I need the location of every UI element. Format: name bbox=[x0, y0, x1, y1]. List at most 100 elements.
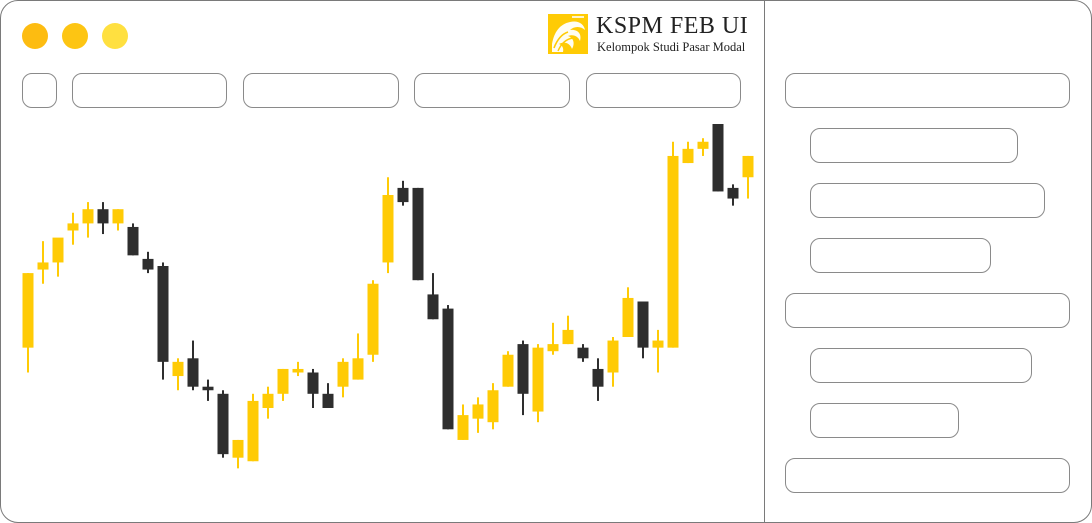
window-dot-1[interactable] bbox=[22, 23, 48, 49]
candle-body-bullish bbox=[247, 400, 259, 462]
candle-body-bearish bbox=[577, 347, 589, 359]
candle-body-bullish bbox=[487, 390, 499, 423]
toolbar-button-1[interactable] bbox=[72, 73, 227, 108]
candle-45 bbox=[682, 141, 694, 164]
candle-body-bearish bbox=[637, 301, 649, 348]
candle-body-bearish bbox=[202, 386, 214, 391]
candle-body-bearish bbox=[322, 393, 334, 408]
candle-14 bbox=[217, 390, 229, 458]
candle-body-bearish bbox=[442, 308, 454, 430]
candle-19 bbox=[292, 361, 304, 377]
candle-body-bullish bbox=[112, 209, 124, 224]
candle-body-bullish bbox=[67, 223, 79, 231]
sidebar-item-1[interactable] bbox=[810, 128, 1018, 163]
candle-body-bullish bbox=[742, 155, 754, 178]
candle-body-bearish bbox=[217, 393, 229, 455]
candle-body-bullish bbox=[292, 368, 304, 373]
candle-body-bearish bbox=[127, 226, 139, 256]
candle-body-bullish bbox=[172, 361, 184, 377]
home-button[interactable] bbox=[22, 73, 57, 108]
candle-8 bbox=[127, 223, 139, 256]
window-dot-2[interactable] bbox=[62, 23, 88, 49]
candle-20 bbox=[307, 368, 319, 408]
candle-17 bbox=[262, 386, 274, 419]
candle-18 bbox=[277, 368, 289, 401]
candle-10 bbox=[157, 262, 169, 380]
candle-7 bbox=[112, 209, 124, 231]
candle-body-bullish bbox=[277, 368, 289, 394]
sidebar-section-3[interactable] bbox=[785, 458, 1070, 493]
candle-body-bullish bbox=[532, 347, 544, 412]
candle-3 bbox=[52, 237, 64, 277]
candle-body-bearish bbox=[307, 372, 319, 394]
candle-body-bullish bbox=[52, 237, 64, 263]
candle-body-bullish bbox=[562, 329, 574, 345]
brand-subtitle: Kelompok Studi Pasar Modal bbox=[597, 40, 746, 54]
candle-27 bbox=[412, 187, 424, 281]
kspm-logo-icon bbox=[548, 14, 588, 54]
candle-body-bullish bbox=[472, 404, 484, 419]
toolbar-button-2[interactable] bbox=[243, 73, 399, 108]
candle-46 bbox=[697, 138, 709, 156]
candle-body-bullish bbox=[352, 358, 364, 380]
candle-body-bullish bbox=[232, 439, 244, 458]
candle-4 bbox=[67, 212, 79, 245]
candle-body-bearish bbox=[412, 187, 424, 281]
candle-28 bbox=[427, 273, 439, 320]
candle-36 bbox=[547, 322, 559, 355]
candle-39 bbox=[592, 358, 604, 401]
candle-body-bullish bbox=[262, 393, 274, 408]
candle-body-bearish bbox=[142, 258, 154, 270]
candle-11 bbox=[172, 358, 184, 391]
candle-1 bbox=[22, 273, 34, 373]
candle-48 bbox=[727, 184, 739, 206]
candle-30 bbox=[457, 404, 469, 440]
sidebar-item-2[interactable] bbox=[810, 183, 1045, 218]
sidebar-item-3[interactable] bbox=[810, 238, 991, 273]
candle-body-bearish bbox=[727, 187, 739, 199]
candle-9 bbox=[142, 251, 154, 274]
brand-title: KSPM FEB UI bbox=[596, 13, 749, 39]
candle-body-bullish bbox=[337, 361, 349, 387]
candle-13 bbox=[202, 379, 214, 401]
candle-34 bbox=[517, 340, 529, 416]
panel-divider bbox=[764, 1, 765, 522]
candle-body-bullish bbox=[22, 273, 34, 348]
candle-22 bbox=[337, 358, 349, 398]
candle-37 bbox=[562, 315, 574, 345]
candle-body-bullish bbox=[607, 340, 619, 373]
sidebar-section-2[interactable] bbox=[785, 293, 1070, 328]
candle-body-bearish bbox=[187, 358, 199, 387]
candle-body-bullish bbox=[697, 141, 709, 149]
candle-41 bbox=[622, 287, 634, 337]
candle-body-bullish bbox=[682, 148, 694, 164]
candle-5 bbox=[82, 202, 94, 238]
candle-body-bullish bbox=[622, 297, 634, 337]
candle-body-bullish bbox=[37, 262, 49, 270]
candle-47 bbox=[712, 124, 724, 192]
candle-23 bbox=[352, 333, 364, 380]
candle-16 bbox=[247, 393, 259, 462]
candle-body-bearish bbox=[397, 187, 409, 203]
candle-body-bearish bbox=[712, 124, 724, 192]
candle-body-bearish bbox=[157, 266, 169, 362]
sidebar-section-1[interactable] bbox=[785, 73, 1070, 108]
candle-49 bbox=[742, 155, 754, 199]
candle-2 bbox=[37, 241, 49, 284]
sidebar-item-4[interactable] bbox=[810, 348, 1032, 383]
window-dot-3[interactable] bbox=[102, 23, 128, 49]
candle-31 bbox=[472, 397, 484, 433]
candle-6 bbox=[97, 202, 109, 235]
candlestick-chart bbox=[22, 124, 754, 469]
toolbar-button-4[interactable] bbox=[586, 73, 741, 108]
candle-15 bbox=[232, 439, 244, 469]
sidebar-item-5[interactable] bbox=[810, 403, 959, 438]
candle-44 bbox=[667, 141, 679, 348]
candle-24 bbox=[367, 280, 379, 362]
candle-body-bullish bbox=[547, 344, 559, 352]
candle-12 bbox=[187, 340, 199, 391]
candle-40 bbox=[607, 337, 619, 387]
candle-33 bbox=[502, 351, 514, 387]
toolbar-button-3[interactable] bbox=[414, 73, 570, 108]
